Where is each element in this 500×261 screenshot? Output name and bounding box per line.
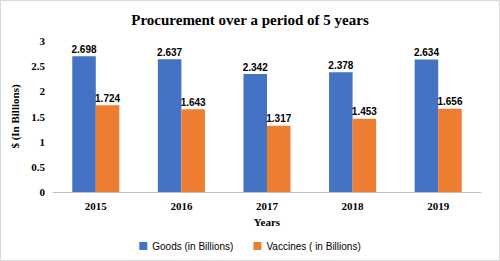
svg-text:2019: 2019: [427, 200, 450, 212]
svg-text:2.698: 2.698: [72, 44, 97, 55]
svg-text:Goods (in Billions): Goods (in Billions): [152, 241, 233, 252]
svg-text:2015: 2015: [85, 200, 108, 212]
svg-text:2: 2: [40, 85, 46, 97]
svg-text:1.643: 1.643: [181, 97, 206, 108]
svg-text:0: 0: [40, 186, 46, 198]
svg-text:0.5: 0.5: [31, 161, 45, 173]
svg-text:1.453: 1.453: [352, 106, 377, 117]
svg-text:2.342: 2.342: [243, 62, 268, 73]
svg-text:1.5: 1.5: [31, 111, 45, 123]
svg-text:Procurement over a period of 5: Procurement over a period of 5 years: [131, 12, 369, 28]
svg-text:1.656: 1.656: [437, 96, 462, 107]
svg-text:2.5: 2.5: [31, 60, 45, 72]
svg-text:2016: 2016: [170, 200, 193, 212]
svg-text:2.634: 2.634: [414, 47, 439, 58]
svg-text:1.724: 1.724: [95, 93, 120, 104]
svg-text:2.637: 2.637: [157, 47, 182, 58]
svg-text:3: 3: [40, 35, 46, 47]
svg-text:2018: 2018: [342, 200, 365, 212]
svg-text:1: 1: [40, 136, 46, 148]
svg-text:Years: Years: [254, 216, 281, 228]
svg-text:1.317: 1.317: [266, 113, 291, 124]
svg-text:2017: 2017: [256, 200, 279, 212]
svg-text:$ (In Billions): $ (In Billions): [9, 84, 22, 149]
svg-text:2.378: 2.378: [328, 60, 353, 71]
svg-text:Vaccines ( in Billions): Vaccines ( in Billions): [266, 241, 360, 252]
